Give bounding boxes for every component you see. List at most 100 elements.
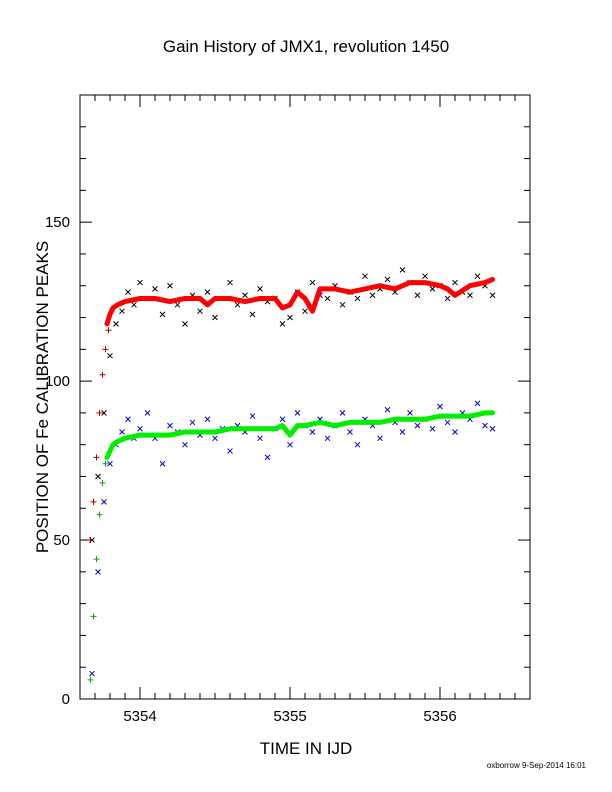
data-point — [429, 286, 436, 292]
data-point — [96, 409, 103, 416]
data-point — [384, 406, 391, 413]
data-point — [489, 425, 496, 432]
data-point — [95, 473, 101, 480]
data-point — [99, 479, 106, 486]
series-2 — [87, 327, 112, 544]
y-tick-label: 50 — [53, 532, 70, 549]
data-point — [422, 273, 428, 280]
data-point — [95, 568, 101, 575]
data-point — [362, 273, 368, 280]
data-point — [102, 460, 109, 467]
data-point — [144, 410, 151, 416]
data-point — [339, 301, 346, 308]
data-point — [474, 273, 481, 280]
y-axis-label: POSITION OF Fe CALIBRATION PEAKS — [33, 241, 52, 553]
data-point — [90, 498, 97, 505]
data-point — [159, 311, 166, 318]
data-point — [369, 292, 376, 299]
x-tick-label: 5354 — [123, 708, 156, 725]
data-point — [354, 441, 361, 448]
data-point — [212, 314, 218, 321]
data-point — [137, 279, 143, 286]
y-tick-label: 150 — [45, 214, 70, 231]
x-axis-label: TIME IN IJD — [260, 739, 353, 758]
data-point — [167, 282, 173, 289]
axis-ticks: 0 50 100 150 5354 5355 5356 — [45, 95, 530, 725]
data-point — [407, 410, 413, 416]
data-point — [182, 441, 188, 448]
data-point — [399, 429, 406, 435]
data-point — [137, 425, 143, 432]
data-point — [309, 429, 316, 435]
data-point — [264, 454, 271, 461]
data-point — [107, 352, 113, 359]
data-point — [249, 413, 256, 419]
data-point — [204, 289, 211, 295]
data-point — [279, 321, 286, 327]
data-point — [119, 429, 125, 435]
data-point — [125, 289, 131, 295]
data-point — [152, 286, 158, 292]
data-point — [324, 295, 331, 302]
data-point — [324, 435, 331, 442]
data-point — [204, 416, 211, 423]
data-point — [294, 410, 301, 416]
data-point — [102, 346, 109, 353]
data-point — [414, 422, 421, 429]
data-point — [384, 276, 391, 283]
data-point — [482, 422, 488, 429]
series-4 — [104, 410, 495, 460]
data-point — [287, 314, 293, 321]
data-point — [101, 410, 107, 416]
data-point — [113, 321, 119, 327]
data-point — [249, 311, 256, 318]
data-point — [347, 429, 353, 435]
data-point — [90, 613, 97, 620]
data-point — [452, 429, 458, 435]
data-point — [101, 499, 107, 505]
x-tick-label: 5356 — [423, 708, 456, 725]
data-point — [429, 425, 436, 432]
data-point — [167, 422, 173, 429]
series-1 — [104, 276, 495, 327]
data-point — [87, 537, 94, 544]
plot-frame — [79, 94, 531, 700]
data-point — [377, 435, 383, 442]
data-point — [452, 279, 458, 286]
data-point — [227, 448, 233, 454]
chart-title: Gain History of JMX1, revolution 1450 — [163, 37, 449, 56]
data-point — [174, 301, 181, 308]
fit-line — [104, 410, 495, 460]
data-point — [89, 670, 95, 677]
y-tick-label: 0 — [62, 691, 70, 708]
data-point — [93, 454, 100, 461]
data-point — [212, 435, 218, 442]
data-point — [474, 400, 481, 407]
data-point — [444, 295, 451, 302]
data-point — [437, 403, 443, 410]
data-point — [182, 321, 188, 327]
data-marks — [87, 266, 496, 683]
data-point — [414, 292, 421, 299]
data-point — [93, 556, 100, 563]
fit-line — [104, 276, 495, 327]
data-point — [257, 286, 263, 292]
data-point — [257, 435, 263, 442]
data-point — [309, 279, 316, 286]
data-point — [287, 441, 293, 448]
data-point — [242, 292, 248, 299]
data-point — [107, 460, 113, 467]
data-point — [467, 292, 473, 299]
data-point — [234, 301, 241, 308]
data-point — [302, 308, 308, 315]
x-tick-label: 5355 — [273, 708, 306, 725]
series-3 — [89, 400, 496, 677]
data-point — [96, 511, 103, 518]
data-point — [279, 416, 286, 423]
y-tick-label: 100 — [45, 373, 70, 390]
data-point — [489, 292, 496, 299]
data-point — [87, 676, 94, 683]
data-point — [444, 419, 451, 426]
